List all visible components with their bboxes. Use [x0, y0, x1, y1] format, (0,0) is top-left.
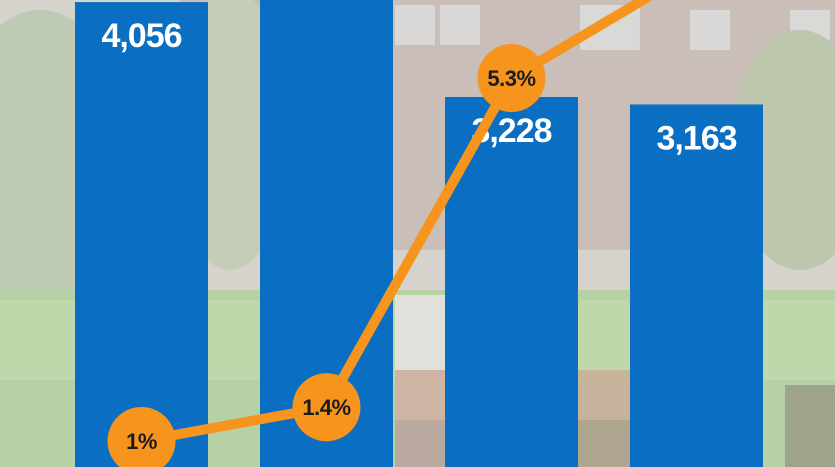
- rate-point-3: [477, 44, 546, 112]
- bar-1: [75, 2, 208, 467]
- bar-4: [630, 104, 763, 467]
- rate-point-1-label: 1%: [126, 429, 157, 454]
- rate-point-3-label: 5.3%: [487, 66, 535, 91]
- rate-point-2: [292, 373, 361, 442]
- rate-point-2-label: 1.4%: [302, 395, 350, 420]
- bar-1-value-label: 4,056: [101, 17, 181, 55]
- rate-point-1: [107, 407, 176, 467]
- bar-4-value-label: 3,163: [656, 119, 736, 157]
- rate-line: [136, 0, 653, 446]
